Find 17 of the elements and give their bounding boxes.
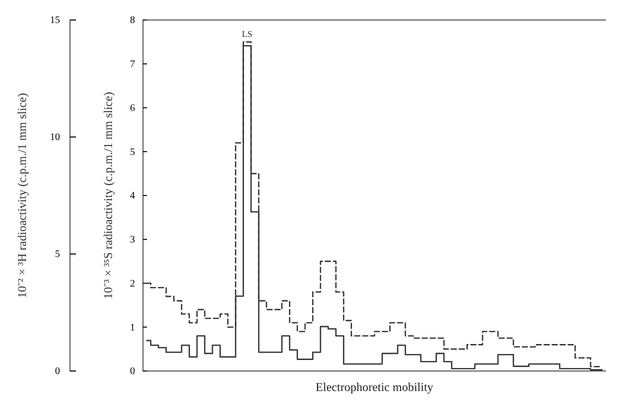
y-tick-label: 7 bbox=[130, 59, 135, 70]
y-tick-label: 3 bbox=[130, 234, 135, 246]
annotation: LS bbox=[242, 28, 252, 39]
y-tick-label: 5 bbox=[130, 146, 135, 158]
y2-tick-label: 15 bbox=[50, 15, 60, 26]
y-axis-title: 10⁻³ × ³⁵S radioactivity (c.p.m./1 mm slice) bbox=[101, 92, 115, 300]
y-tick-label: 1 bbox=[130, 322, 135, 334]
y-tick-label: 6 bbox=[130, 102, 135, 114]
y2-tick-label: 5 bbox=[55, 249, 60, 260]
y-tick-label: 2 bbox=[130, 278, 135, 290]
y-tick-label: 0 bbox=[130, 366, 135, 378]
y2-axis-title: 10⁻² × ³H radioactivity (c.p.m./1 mm slice) bbox=[15, 93, 29, 298]
y-tick-label: 4 bbox=[130, 190, 135, 202]
y2-tick-label: 0 bbox=[55, 366, 60, 378]
x-axis-title: Electrophoretic mobility bbox=[316, 380, 434, 394]
y-tick-label: 8 bbox=[130, 15, 135, 26]
y2-tick-label: 10 bbox=[50, 132, 60, 144]
